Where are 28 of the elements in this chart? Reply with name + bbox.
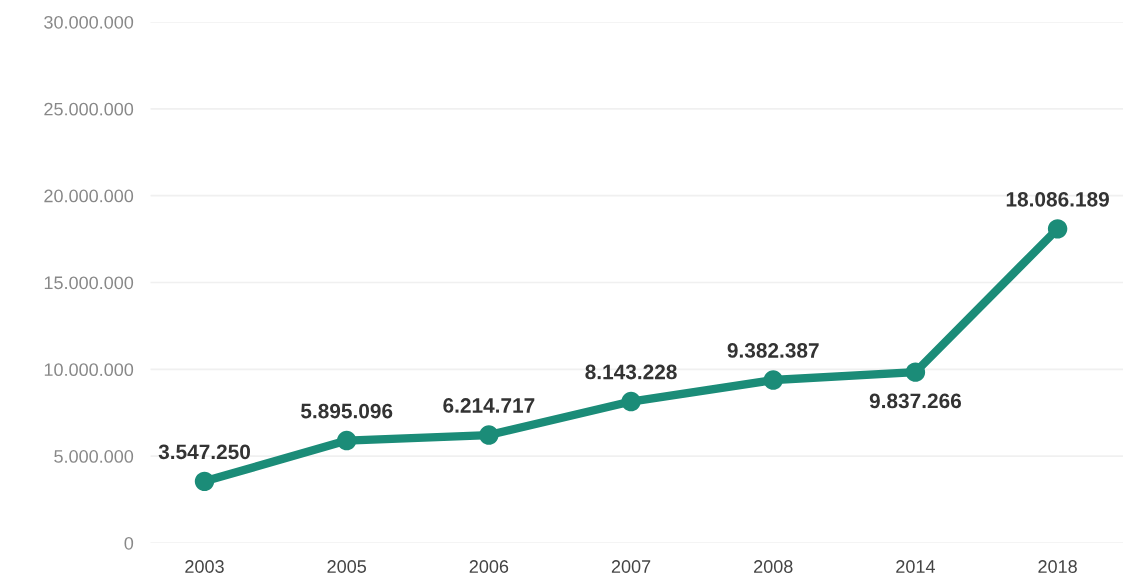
y-tick-label: 0 <box>124 536 134 550</box>
point <box>194 471 215 492</box>
y-tick-label: 15.000.000 <box>44 276 134 290</box>
data-label: 18.086.189 <box>1006 191 1109 207</box>
data-label: 3.547.250 <box>158 444 250 460</box>
point <box>905 362 926 382</box>
y-tick-label: 25.000.000 <box>44 102 134 116</box>
data-label: 8.143.228 <box>585 364 677 380</box>
x-tick-label: 2018 <box>1038 560 1077 573</box>
x-tick-label: 2005 <box>327 560 367 573</box>
x-tick-label: 2006 <box>469 560 509 573</box>
x-tick-label: 2003 <box>185 560 224 573</box>
point <box>1047 219 1068 239</box>
y-tick-label: 20.000.000 <box>44 189 134 203</box>
point <box>479 425 499 445</box>
y-tick-label: 5.000.000 <box>54 450 134 463</box>
data-label: 9.837.266 <box>869 393 962 409</box>
x-tick-label: 2008 <box>754 560 793 573</box>
data-label: 9.382.387 <box>727 343 819 358</box>
point <box>621 391 641 412</box>
y-tick-label: 10.000.000 <box>44 363 134 377</box>
data-label: 5.895.096 <box>301 403 393 419</box>
y-tick-label: 30.000.000 <box>44 15 134 29</box>
x-tick-label: 2014 <box>896 560 935 573</box>
point <box>763 370 783 390</box>
x-tick-label: 2007 <box>611 560 651 573</box>
point <box>336 430 357 451</box>
data-label: 6.214.717 <box>443 398 535 413</box>
